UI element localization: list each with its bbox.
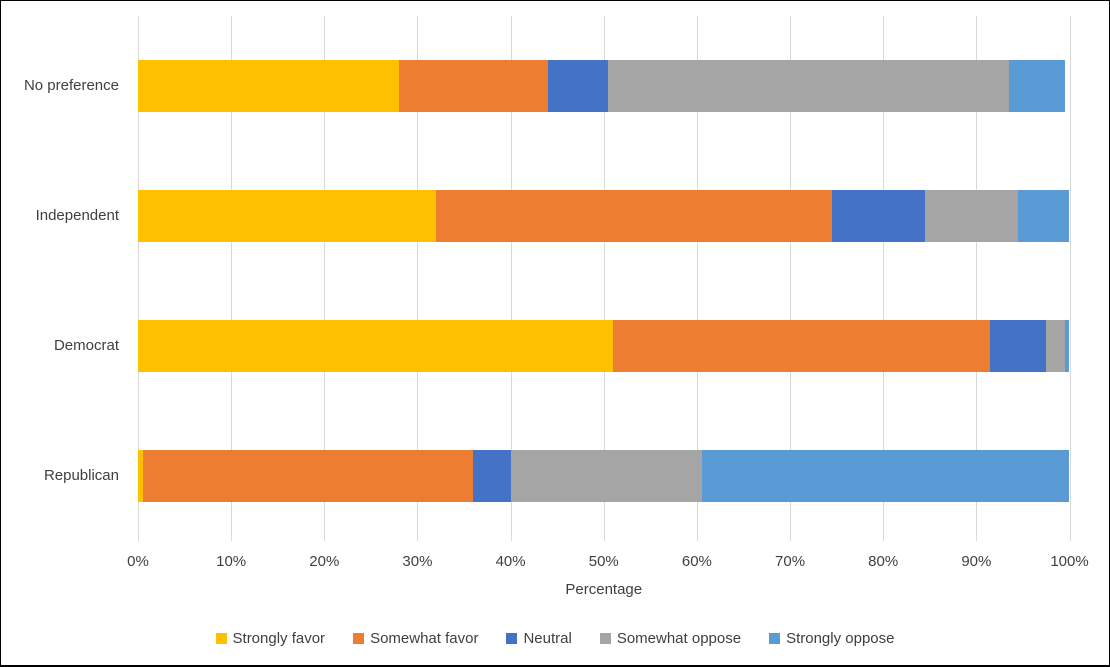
x-tick-label: 80% [868,553,899,570]
x-tick-label: 70% [775,553,806,570]
category-label: Republican [43,467,119,484]
bar-segment [398,60,548,112]
legend-label: Somewhat favor [370,630,479,647]
legend-swatch-icon [353,633,365,644]
bar-segment [613,320,991,372]
bar-segment [1046,320,1065,372]
x-tick-label: 90% [961,553,992,570]
category-label: Democrat [53,337,119,354]
gridline [976,16,978,541]
gridline [510,16,512,541]
gridline [883,16,885,541]
gridline [138,16,139,541]
legend: Strongly favor Somewhat favor Neutral Somew… [1,630,1109,647]
bar-segment [436,190,832,242]
legend-item: Strongly favor [215,630,326,647]
bar-segment [138,60,399,112]
legend-swatch-icon [599,633,611,644]
bar-segment [1008,60,1065,112]
legend-item: Somewhat favor [353,630,478,647]
bar-segment [1064,320,1070,372]
legend-label: Strongly favor [232,630,326,647]
category-label: No preference [23,77,119,94]
bar-segment [138,190,437,242]
bar-segment [1018,190,1070,242]
legend-swatch-icon [215,633,227,644]
bar-segment [547,60,609,112]
x-axis-title: Percentage [565,581,643,598]
gridline [603,16,605,541]
bar-segment [831,190,926,242]
legend-item: Strongly oppose [769,630,894,647]
gridline [1069,16,1071,541]
bar-segment [138,320,614,372]
bar-segment [473,450,511,502]
gridline [417,16,419,541]
x-tick-label: 60% [681,553,712,570]
legend-label: Somewhat oppose [616,630,742,647]
x-tick-label: 0% [127,553,149,570]
bar-segment [510,450,702,502]
x-tick-label: 30% [402,553,433,570]
gridline [324,16,326,541]
x-tick-label: 100% [1050,553,1089,570]
legend-swatch-icon [769,633,781,644]
legend-swatch-icon [506,633,518,644]
legend-label: Neutral [523,630,572,647]
bar-segment [925,190,1019,242]
bar-segment [138,450,143,502]
legend-item: Neutral [506,630,572,647]
legend-item: Somewhat oppose [599,630,742,647]
bar-segment [608,60,1009,112]
bar-segment [142,450,474,502]
x-tick-label: 40% [495,553,526,570]
x-tick-label: 50% [588,553,619,570]
category-label: Independent [35,207,119,224]
bar-segment [990,320,1047,372]
x-tick-label: 10% [216,553,247,570]
gridline [231,16,233,541]
gridline [790,16,792,541]
legend-label: Strongly oppose [786,630,895,647]
x-tick-label: 20% [309,553,340,570]
gridline [696,16,698,541]
bar-segment [701,450,1070,502]
